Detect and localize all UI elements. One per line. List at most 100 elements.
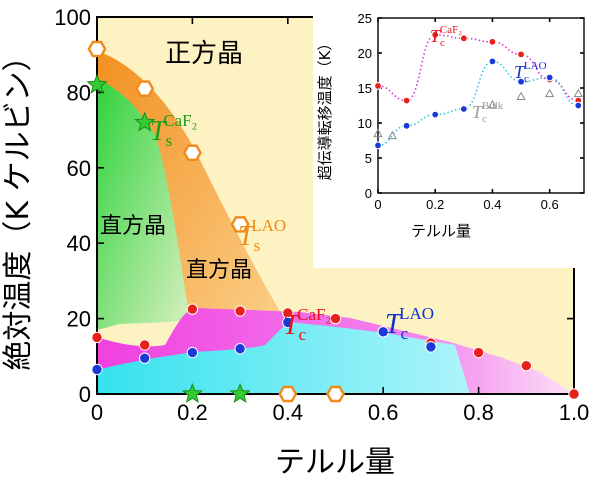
main-point-star [134,111,156,132]
curve-label-sub: c [299,325,307,344]
main-y-tick-label: 60 [67,156,91,181]
inset-y-tick-label: 5 [365,151,372,166]
main-point-circle [139,339,151,351]
main-point-hexagon-open [135,80,155,97]
inset-point-circle [545,73,554,82]
inset-x-tick-label: 0.4 [483,197,501,212]
inset-curve-label-sub: c [440,37,445,49]
curve-label-main: T [283,310,301,341]
region-sc-lao [97,322,470,394]
inset-point-triangle-open [373,128,383,138]
inset-point-circle [459,34,468,43]
main-point-circle [234,305,246,317]
main-point-star [181,382,204,404]
main-point-circle [377,326,389,338]
inset-y-axis: 0 5 10 15 20 25 [358,11,584,201]
curve-label-sup: CaF₂ [297,305,331,324]
main-y-tick-label: 100 [54,5,91,30]
curve-label: TsLAO [238,216,286,255]
inset-curve-label: TcLAO [514,60,547,85]
main-x-tick-label: 0.8 [463,400,494,425]
inset-point-circle [517,77,525,86]
curve-label: TcCaF₂ [283,305,331,344]
region-orthorhombic-caf2 [97,78,190,330]
region-label-orthorhombic-caf2: 直方晶 [100,214,166,239]
inset-x-tick-label: 0.2 [426,197,444,212]
inset-point-circle [517,50,525,59]
inset-curve-label-main: T [472,102,484,122]
inset-x-tick-label: 0.6 [541,197,559,212]
curve-label-main: T [385,309,403,340]
main-x-tick-label: 0.2 [177,400,208,425]
main-x-tick-label: 1.0 [559,400,590,425]
main-point-circle [329,312,342,325]
inset-series-layer [373,30,583,150]
inset-y-tick-label: 20 [358,46,372,61]
main-point-star [229,382,251,404]
main-point-circle [282,316,294,329]
main-series-layer [86,40,580,404]
inset-y-axis-title: 超伝導転移温度（K） [316,36,334,181]
main-point-hexagon-open [326,385,345,403]
inset-point-circle [488,57,497,66]
main-point-circle [234,343,246,355]
inset-curve-label-sup: LAO [524,60,547,72]
main-x-axis: 0 0.2 0.4 0.6 0.8 1.0 [91,17,589,425]
curve-label-sup: CaF₂ [163,111,197,130]
main-point-circle [91,363,103,376]
curve-label: TcLAO [385,304,434,343]
main-y-tick-label: 0 [79,382,91,407]
inset-curve-label-sup: Bulk [482,100,504,112]
curve-label-sub: c [401,324,409,343]
inset-curve-label: TcBulk [472,100,504,125]
inset-point-circle [374,82,382,90]
inset-point-circle [431,110,440,119]
inset-point-circle [402,96,411,105]
curve-label-main: T [150,116,168,147]
main-point-circle [425,341,437,353]
main-y-tick-label: 20 [67,307,91,332]
inset-x-tick-label: 0 [374,197,381,212]
main-point-circle [139,352,151,364]
main-point-hexagon-open [182,144,202,162]
inset-point-circle [431,30,440,39]
curve-label-sub: s [254,236,261,255]
inset-y-tick-label: 0 [365,186,372,201]
inset-curve-label-sub: c [482,113,487,125]
main-x-tick-label: 0.4 [273,400,304,425]
main-y-axis-title: 絶対温度（K ケルビン） [1,41,36,370]
curve-label: TsCaF₂ [150,111,197,150]
inset-y-tick-label: 25 [358,11,372,26]
inset-point-triangle-open [544,88,555,98]
curve-label-sub: s [166,131,173,150]
inset-y-tick-label: 10 [358,116,372,131]
main-x-tick-label: 0 [91,400,103,425]
inset-point-circle [374,141,382,150]
inset-point-triangle-open [516,91,526,100]
inset-curve-label-main: T [514,62,526,82]
main-point-hexagon-open [87,40,107,58]
inset-curve-label: TcCaF₂ [430,24,462,49]
main-point-circle [91,331,103,344]
main-y-tick-label: 80 [67,80,91,105]
region-label-tetragonal: 正方晶 [165,39,243,69]
inset-curve-label-sub: c [524,73,529,85]
inset-axes-frame [377,17,585,194]
inset-point-triangle-open [387,130,397,140]
main-point-hexagon-open [278,385,298,403]
main-point-circle [186,303,199,315]
inset-point-triangle-open [487,99,498,109]
inset-point-circle [574,101,583,110]
main-y-tick-label: 40 [67,231,91,256]
curve-label-main: T [238,221,256,252]
inset-x-axis-title: テルル量 [411,222,471,240]
inset-curve-label-main: T [430,26,442,46]
main-point-circle [520,360,532,372]
main-point-hexagon-open [230,216,250,233]
curve-label-sup: LAO [399,304,434,323]
inset-point-circle [459,105,468,113]
region-label-orthorhombic-lao: 直方晶 [186,258,252,283]
main-point-circle [186,346,199,359]
